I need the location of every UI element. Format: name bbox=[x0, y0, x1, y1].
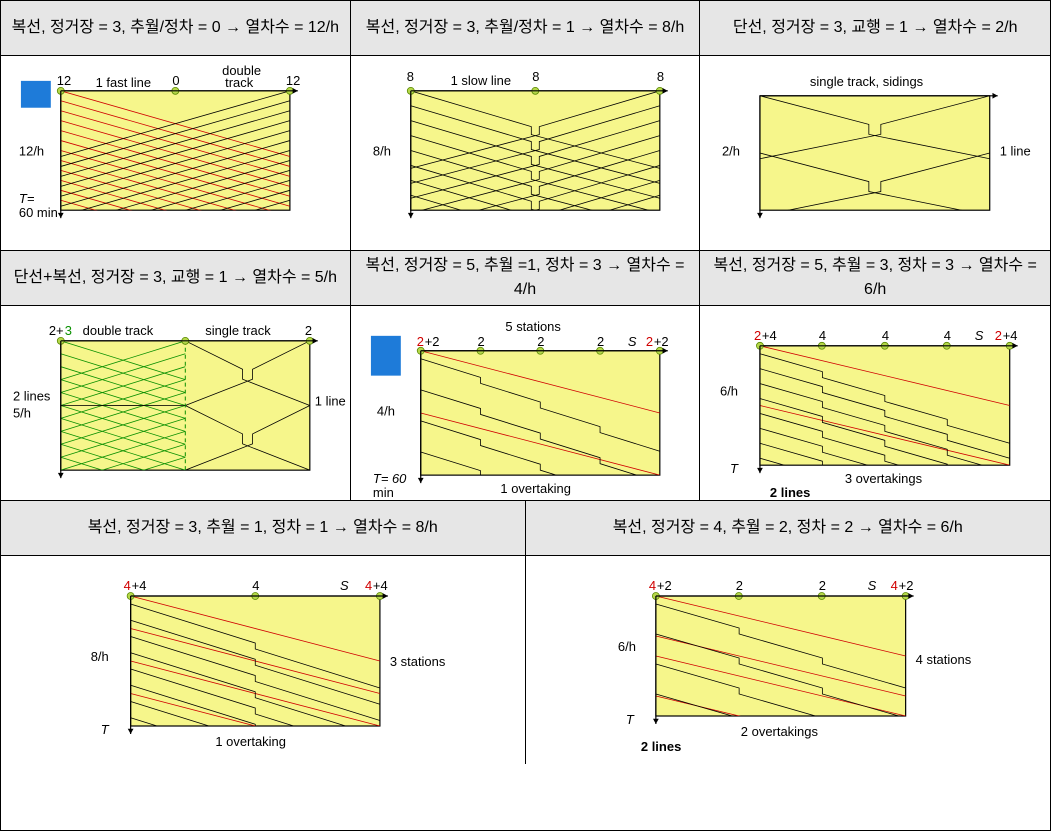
svg-text:5 stations: 5 stations bbox=[505, 319, 560, 334]
svg-text:T= 60: T= 60 bbox=[373, 471, 407, 486]
svg-text:8: 8 bbox=[657, 69, 664, 84]
cell-header: 단선+복선, 정거장 = 3, 교행 = 1 → 열차수 = 5/h bbox=[1, 251, 351, 306]
svg-text:4: 4 bbox=[365, 578, 372, 593]
cell-header: 복선, 정거장 = 3, 추월/정차 = 1 → 열차수 = 8/h bbox=[351, 1, 701, 56]
svg-text:2: 2 bbox=[477, 334, 484, 349]
svg-text:1 line: 1 line bbox=[315, 393, 346, 408]
svg-text:6/h: 6/h bbox=[617, 639, 635, 654]
blue-marker bbox=[21, 81, 51, 108]
svg-text:4: 4 bbox=[890, 578, 897, 593]
svg-text:2/h: 2/h bbox=[722, 144, 740, 159]
train-diagram: single track, sidings 2/h 1 line bbox=[700, 56, 1050, 250]
svg-text:2: 2 bbox=[735, 578, 742, 593]
svg-text:8: 8 bbox=[532, 69, 539, 84]
svg-text:+2: +2 bbox=[898, 578, 913, 593]
train-diagram: 5 stations2+2222S2+24/hT= 60min1 overtak… bbox=[351, 306, 700, 500]
diagram-cell: 4+222S4+26/hT4 stations2 overtakings2 li… bbox=[526, 556, 1051, 764]
svg-text:+2: +2 bbox=[654, 334, 669, 349]
svg-text:4/h: 4/h bbox=[377, 403, 395, 418]
svg-text:6/h: 6/h bbox=[720, 384, 738, 399]
svg-text:2+: 2+ bbox=[49, 323, 64, 338]
svg-text:2 lines: 2 lines bbox=[640, 739, 680, 754]
svg-text:S: S bbox=[340, 578, 349, 593]
cell-header: 단선, 정거장 = 3, 교행 = 1 → 열차수 = 2/h bbox=[700, 1, 1050, 56]
chart-area bbox=[655, 596, 905, 716]
svg-text:2: 2 bbox=[597, 334, 604, 349]
svg-text:2: 2 bbox=[818, 578, 825, 593]
svg-text:double track: double track bbox=[83, 323, 154, 338]
svg-text:+2: +2 bbox=[656, 578, 671, 593]
cell-header: 복선, 정거장 = 5, 추월 = 3, 정차 = 3 → 열차수 = 6/h bbox=[700, 251, 1050, 306]
cell-header: 복선, 정거장 = 4, 추월 = 2, 정차 = 2 → 열차수 = 6/h bbox=[526, 501, 1051, 556]
svg-text:T: T bbox=[730, 461, 739, 476]
svg-text:3 stations: 3 stations bbox=[390, 654, 446, 669]
svg-text:2 overtakings: 2 overtakings bbox=[740, 724, 818, 739]
svg-text:5/h: 5/h bbox=[13, 405, 31, 420]
chart-area bbox=[420, 351, 659, 475]
svg-text:2: 2 bbox=[305, 323, 312, 338]
svg-text:3: 3 bbox=[65, 323, 72, 338]
svg-text:3 overtakings: 3 overtakings bbox=[845, 471, 923, 486]
svg-text:4: 4 bbox=[252, 578, 259, 593]
diagram-cell: single track, sidings 2/h 1 line bbox=[700, 56, 1050, 251]
svg-text:2 lines: 2 lines bbox=[770, 485, 810, 500]
svg-text:12: 12 bbox=[286, 73, 300, 88]
svg-text:min: min bbox=[373, 485, 394, 500]
svg-text:T: T bbox=[101, 722, 110, 737]
svg-text:+2: +2 bbox=[424, 334, 439, 349]
svg-text:12/h: 12/h bbox=[19, 143, 44, 158]
cell-header: 복선, 정거장 = 3, 추월 = 1, 정차 = 1 → 열차수 = 8/h bbox=[1, 501, 526, 556]
diagram-cell: 2+4444S2+46/hT3 overtakings2 lines bbox=[700, 306, 1050, 501]
svg-text:12: 12 bbox=[57, 73, 71, 88]
svg-text:0: 0 bbox=[172, 73, 179, 88]
svg-text:T=: T= bbox=[19, 191, 35, 206]
diagram-cell: 4+44S4+48/hT3 stations1 overtaking bbox=[1, 556, 526, 764]
train-diagram: 2+3 double track single track 2 2 lines5/h 1 … bbox=[1, 306, 350, 500]
svg-text:2 lines: 2 lines bbox=[13, 389, 50, 404]
svg-text:single track, sidings: single track, sidings bbox=[810, 74, 924, 89]
diagram-cell: 5 stations2+2222S2+24/hT= 60min1 overtak… bbox=[351, 306, 701, 501]
train-diagram: 121 fast line0doubletrack1212/hT=60 min bbox=[1, 56, 350, 250]
cell-header: 복선, 정거장 = 3, 추월/정차 = 0 → 열차수 = 12/h bbox=[1, 1, 351, 56]
svg-text:+4: +4 bbox=[373, 578, 388, 593]
svg-text:8/h: 8/h bbox=[373, 143, 391, 158]
svg-text:track: track bbox=[225, 75, 254, 90]
svg-text:1 line: 1 line bbox=[1000, 144, 1031, 159]
train-diagram: 4+222S4+26/hT4 stations2 overtakings2 li… bbox=[526, 556, 1051, 764]
svg-text:2: 2 bbox=[416, 334, 423, 349]
svg-text:4: 4 bbox=[648, 578, 655, 593]
diagram-cell: 2+3 double track single track 2 2 lines5/h 1 … bbox=[1, 306, 351, 501]
svg-text:1 overtaking: 1 overtaking bbox=[215, 734, 286, 749]
svg-text:2: 2 bbox=[754, 328, 761, 343]
svg-text:+4: +4 bbox=[762, 328, 777, 343]
svg-text:8: 8 bbox=[406, 69, 413, 84]
svg-text:60 min: 60 min bbox=[19, 205, 58, 220]
svg-text:1 slow line: 1 slow line bbox=[450, 73, 510, 88]
train-diagram: 2+4444S2+46/hT3 overtakings2 lines bbox=[700, 306, 1050, 500]
svg-text:4: 4 bbox=[819, 328, 826, 343]
svg-text:2: 2 bbox=[646, 334, 653, 349]
svg-text:T: T bbox=[625, 712, 634, 727]
train-diagram: 8 1 slow line 8 8 8/h bbox=[351, 56, 700, 250]
svg-text:4: 4 bbox=[882, 328, 889, 343]
svg-text:+4: +4 bbox=[1003, 328, 1018, 343]
svg-text:4: 4 bbox=[124, 578, 131, 593]
svg-text:S: S bbox=[628, 334, 637, 349]
svg-text:2: 2 bbox=[995, 328, 1002, 343]
svg-text:8/h: 8/h bbox=[91, 649, 109, 664]
svg-text:2: 2 bbox=[537, 334, 544, 349]
svg-text:S: S bbox=[867, 578, 876, 593]
diagram-cell: 8 1 slow line 8 8 8/h bbox=[351, 56, 701, 251]
svg-text:4 stations: 4 stations bbox=[915, 652, 971, 667]
diagram-cell: 121 fast line0doubletrack1212/hT=60 min bbox=[1, 56, 351, 251]
train-diagram: 4+44S4+48/hT3 stations1 overtaking bbox=[1, 556, 525, 764]
svg-text:single track: single track bbox=[205, 323, 271, 338]
svg-text:1 fast line: 1 fast line bbox=[96, 75, 151, 90]
cell-header: 복선, 정거장 = 5, 추월 =1, 정차 = 3 → 열차수 = 4/h bbox=[351, 251, 701, 306]
svg-text:4: 4 bbox=[944, 328, 951, 343]
svg-text:S: S bbox=[975, 328, 984, 343]
blue-marker bbox=[371, 336, 401, 376]
svg-text:1 overtaking: 1 overtaking bbox=[500, 481, 571, 496]
svg-text:+4: +4 bbox=[132, 578, 147, 593]
